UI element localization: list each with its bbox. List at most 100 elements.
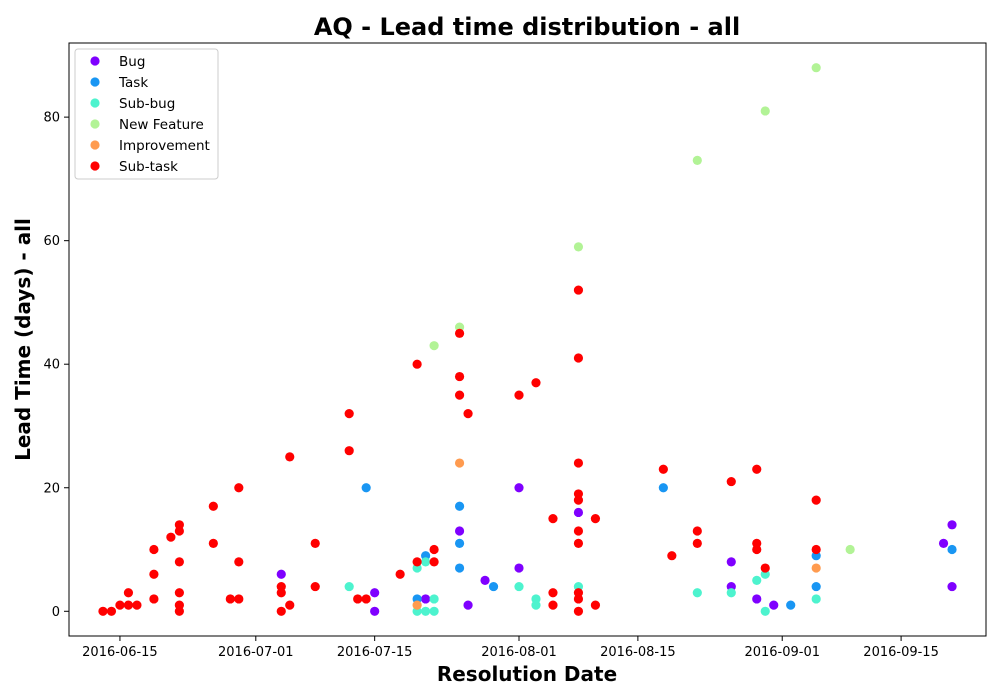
data-point: [752, 594, 762, 604]
data-point: [370, 606, 380, 616]
data-point: [454, 538, 465, 548]
data-point: [726, 557, 736, 567]
data-point: [811, 495, 821, 505]
data-point: [760, 106, 770, 116]
data-point: [573, 594, 584, 604]
data-point: [573, 495, 584, 505]
data-point: [344, 446, 354, 456]
data-point: [480, 575, 490, 586]
data-point: [573, 242, 584, 252]
data-point: [174, 520, 184, 530]
x-tick-label: 2016-07-15: [337, 645, 413, 660]
data-point: [429, 594, 439, 604]
chart-title: AQ - Lead time distribution - all: [314, 13, 740, 41]
data-point: [531, 378, 541, 388]
data-point: [123, 588, 134, 598]
data-point: [769, 600, 779, 610]
data-point: [454, 390, 465, 400]
legend-marker: [90, 56, 100, 66]
data-point: [344, 409, 354, 419]
data-point: [234, 483, 244, 493]
data-point: [361, 594, 371, 604]
legend-marker: [90, 119, 100, 129]
data-point: [166, 532, 176, 542]
data-point: [811, 563, 821, 573]
data-point: [463, 409, 473, 419]
data-point: [811, 594, 821, 604]
data-point: [208, 501, 218, 511]
legend-label: Improvement: [119, 138, 210, 154]
x-tick-label: 2016-09-01: [744, 645, 820, 660]
data-point: [811, 544, 821, 555]
data-point: [361, 483, 371, 493]
data-point: [760, 563, 770, 573]
data-point: [514, 563, 524, 573]
data-point: [454, 501, 465, 511]
data-point: [573, 458, 584, 468]
data-point: [692, 588, 702, 598]
data-point: [454, 526, 465, 536]
data-point: [590, 514, 601, 524]
y-axis-label: Lead Time (days) - all: [11, 218, 35, 461]
x-tick-label: 2016-08-15: [600, 645, 676, 660]
data-point: [488, 581, 499, 592]
data-point: [726, 588, 736, 598]
x-tick-label: 2016-07-01: [218, 645, 294, 660]
data-point: [454, 458, 465, 468]
y-tick-label: 0: [52, 605, 60, 620]
data-point: [463, 600, 473, 610]
data-point: [106, 606, 117, 616]
series-task: [361, 483, 957, 610]
data-point: [590, 600, 601, 610]
data-point: [514, 390, 524, 400]
legend-label: Sub-bug: [119, 96, 175, 112]
data-point: [573, 507, 584, 518]
legend-marker: [90, 140, 100, 150]
data-point: [412, 557, 422, 567]
data-point: [726, 476, 736, 487]
data-point: [752, 464, 762, 474]
data-point: [938, 538, 949, 548]
axis-ticks: 2016-06-15 2016-07-01 2016-07-15 2016-08-01…: [43, 111, 938, 660]
legend-label: Bug: [119, 54, 145, 70]
data-point: [454, 328, 465, 338]
data-point: [454, 371, 465, 382]
data-point: [412, 359, 422, 369]
data-point: [149, 544, 159, 555]
data-point: [174, 557, 184, 567]
data-point: [149, 594, 159, 604]
data-point: [692, 526, 702, 536]
data-point: [421, 594, 431, 604]
data-point: [123, 600, 134, 610]
series-sub-bug: [344, 557, 821, 616]
x-axis-label: Resolution Date: [437, 662, 617, 686]
y-tick-label: 40: [43, 358, 60, 373]
data-point: [658, 464, 668, 474]
data-point: [421, 606, 431, 616]
data-point: [454, 563, 465, 573]
data-point: [573, 606, 584, 616]
legend-label: Sub-task: [119, 159, 178, 175]
data-point: [573, 285, 584, 295]
x-tick-label: 2016-06-15: [82, 645, 158, 660]
data-point: [573, 526, 584, 536]
data-point: [514, 581, 524, 592]
data-point: [208, 538, 218, 548]
data-point: [234, 557, 244, 567]
data-point: [370, 588, 380, 598]
x-tick-label: 2016-09-15: [863, 645, 939, 660]
plot-area: [68, 42, 987, 637]
data-point: [276, 588, 286, 598]
data-point: [353, 594, 363, 604]
data-point: [276, 606, 286, 616]
data-point: [692, 155, 702, 165]
data-point: [115, 600, 125, 610]
data-point: [429, 341, 439, 351]
y-tick-label: 60: [43, 234, 60, 249]
legend-frame: [74, 48, 219, 180]
data-point: [947, 581, 957, 592]
data-point: [429, 606, 439, 616]
legend: Bug Task Sub-bug New Feature Improvement Sub-…: [74, 48, 219, 180]
data-point: [225, 594, 235, 604]
